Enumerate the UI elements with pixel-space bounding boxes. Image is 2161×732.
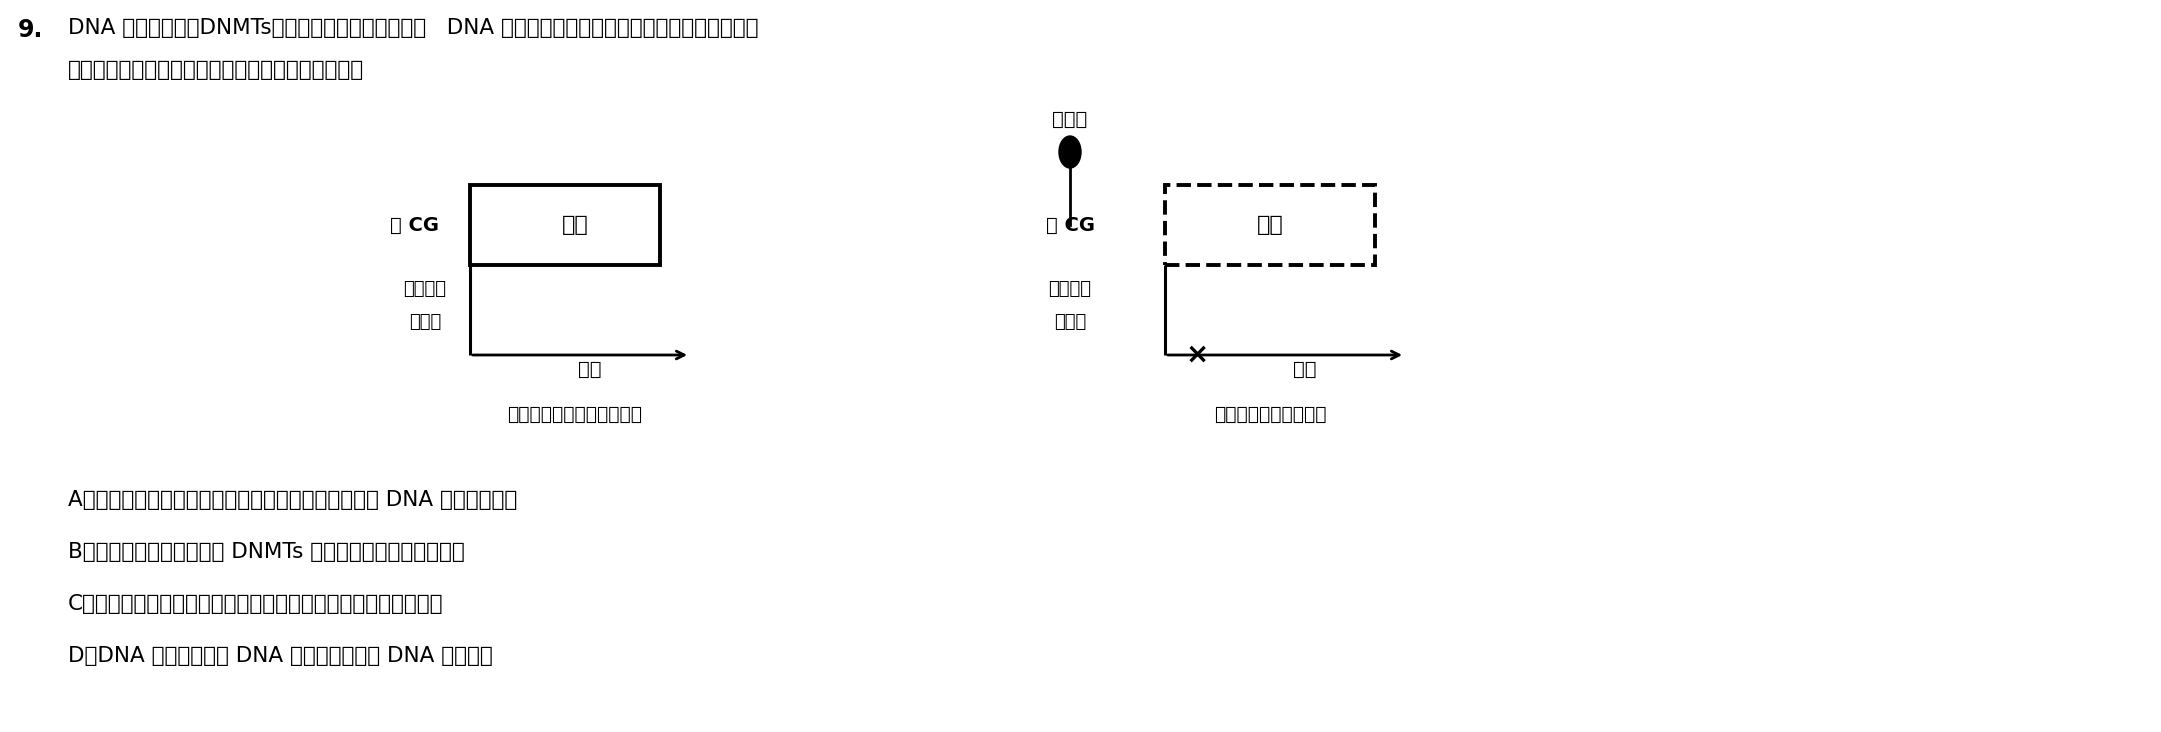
- Text: DNA 甲基转移酖（DNMTs）能催化抑癌基因甲基化，   DNA 甲基化对基因表达的影响如图所示。研究表明: DNA 甲基转移酖（DNMTs）能催化抑癌基因甲基化， DNA 甲基化对基因表达…: [67, 18, 759, 38]
- Text: ×: ×: [1186, 341, 1208, 369]
- Text: 甲基化: 甲基化: [1052, 110, 1087, 129]
- Text: 开始: 开始: [579, 360, 601, 379]
- Text: 9.: 9.: [17, 18, 43, 42]
- Text: － CG: － CG: [1046, 215, 1093, 234]
- Text: 甲基化，基因表达关闭: 甲基化，基因表达关闭: [1214, 405, 1327, 424]
- Text: 基因表达: 基因表达: [1048, 280, 1091, 298]
- Text: 基因: 基因: [562, 215, 588, 235]
- Text: 基因表达: 基因表达: [404, 280, 447, 298]
- Bar: [1165, 185, 1374, 265]
- Text: A．神经细胞已经高度分化，一般不再分裂，细胞中的 DNA 不存在甲基化: A．神经细胞已经高度分化，一般不再分裂，细胞中的 DNA 不存在甲基化: [67, 490, 516, 510]
- Bar: [469, 185, 659, 265]
- Text: 关闭: 关闭: [1292, 360, 1316, 379]
- Text: 未被甲基化，基因表达开始: 未被甲基化，基因表达开始: [508, 405, 642, 424]
- Text: 调控区: 调控区: [408, 313, 441, 331]
- Text: C．甲基化若发生在构成染色体的组蛋白上，则不会影响基因表达: C．甲基化若发生在构成染色体的组蛋白上，则不会影响基因表达: [67, 594, 443, 614]
- Text: － CG: － CG: [391, 215, 439, 234]
- Text: 基因: 基因: [1258, 215, 1284, 235]
- Text: B．萝卜硫素可能通过抑制 DNMTs 的活性，抑制肃瘾细胞增殖: B．萝卜硫素可能通过抑制 DNMTs 的活性，抑制肃瘾细胞增殖: [67, 542, 465, 562]
- Text: 调控区: 调控区: [1055, 313, 1087, 331]
- Text: 萝卜硫素具有抗肃瘾的作用，以下有关叙述正确的是: 萝卜硫素具有抗肃瘾的作用，以下有关叙述正确的是: [67, 60, 363, 80]
- Text: D．DNA 甲基化会改变 DNA 的空间结构，使 DNA 无法复制: D．DNA 甲基化会改变 DNA 的空间结构，使 DNA 无法复制: [67, 646, 493, 666]
- Ellipse shape: [1059, 136, 1080, 168]
